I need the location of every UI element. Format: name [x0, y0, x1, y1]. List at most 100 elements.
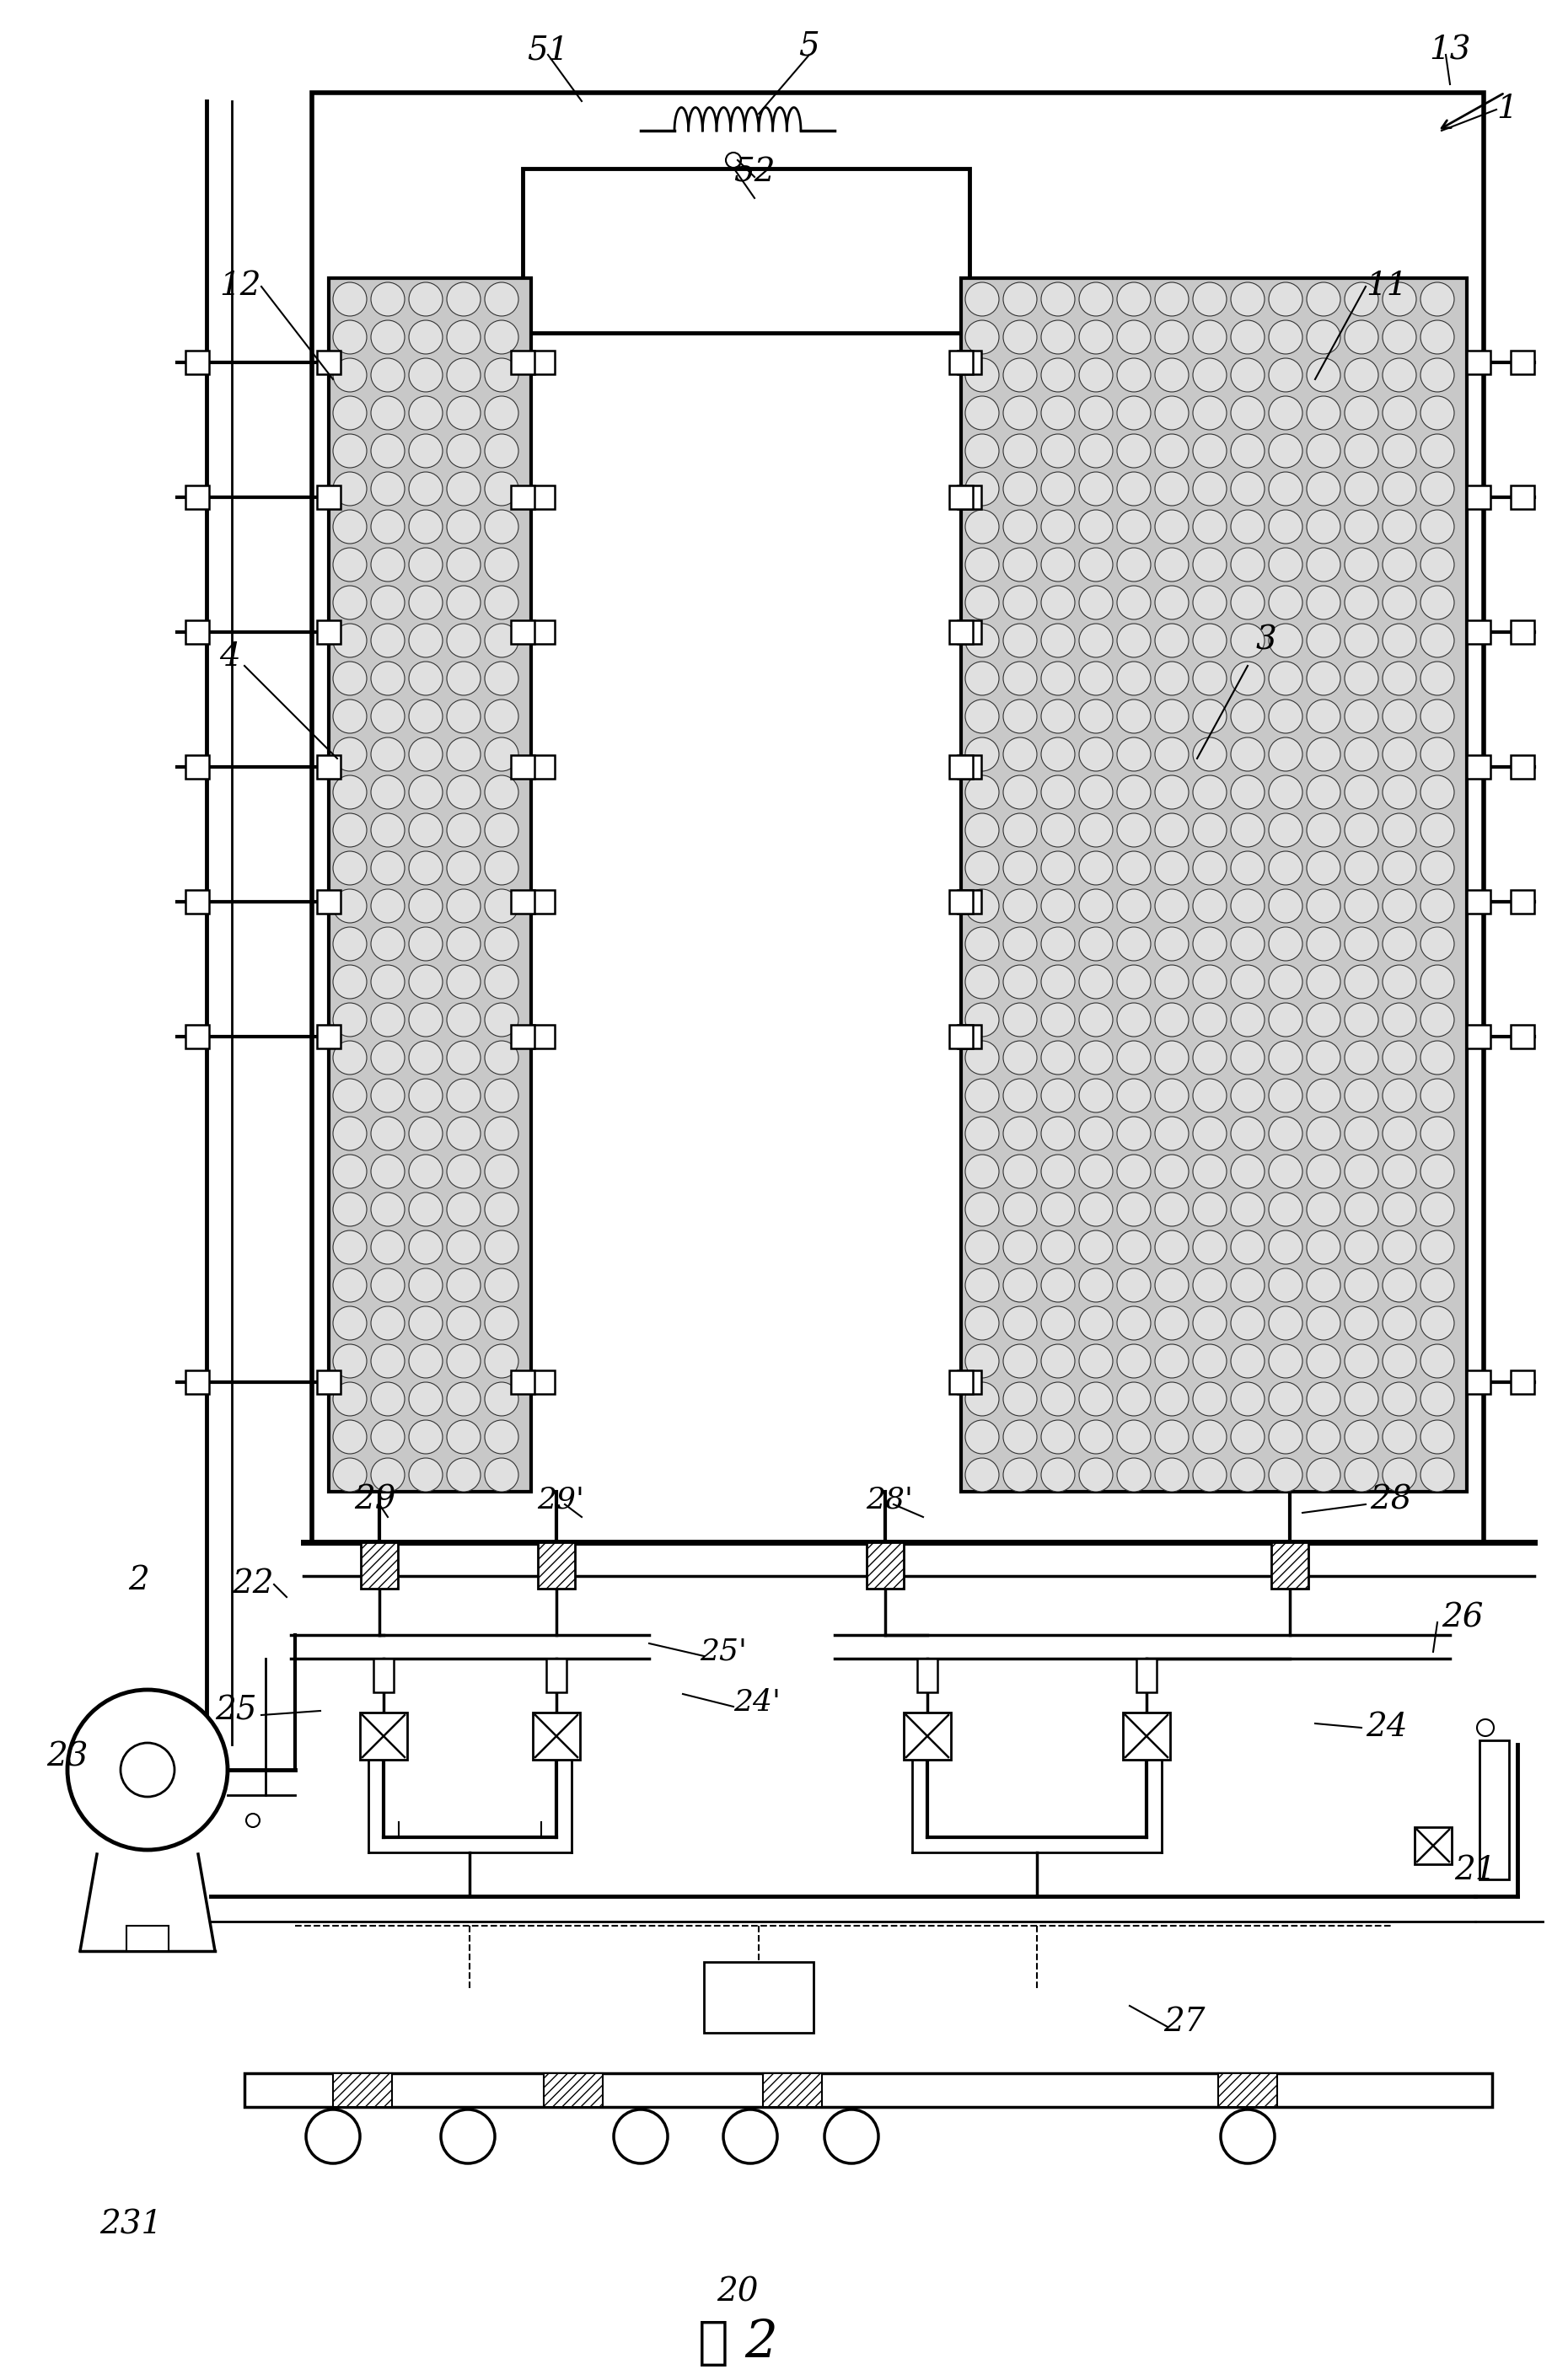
- Circle shape: [1420, 1345, 1454, 1378]
- Circle shape: [1383, 1421, 1417, 1454]
- Circle shape: [1155, 776, 1189, 809]
- Bar: [903, 1714, 951, 1759]
- Circle shape: [1344, 1459, 1378, 1492]
- Circle shape: [1231, 1002, 1265, 1038]
- Circle shape: [334, 283, 366, 317]
- Circle shape: [1307, 1040, 1341, 1073]
- Circle shape: [447, 1269, 481, 1302]
- Circle shape: [334, 1345, 366, 1378]
- Circle shape: [1155, 814, 1189, 847]
- Circle shape: [1003, 357, 1037, 393]
- Circle shape: [965, 321, 999, 355]
- Circle shape: [371, 433, 405, 469]
- Circle shape: [484, 321, 518, 355]
- Circle shape: [1307, 662, 1341, 695]
- Circle shape: [1344, 1307, 1378, 1340]
- Bar: [1467, 890, 1490, 914]
- Bar: [543, 2073, 602, 2106]
- Circle shape: [965, 624, 999, 657]
- Circle shape: [371, 738, 405, 771]
- Circle shape: [1155, 1040, 1189, 1073]
- Circle shape: [371, 471, 405, 505]
- Circle shape: [1383, 814, 1417, 847]
- Circle shape: [334, 738, 366, 771]
- Circle shape: [484, 852, 518, 885]
- Circle shape: [1383, 1459, 1417, 1492]
- Circle shape: [965, 509, 999, 543]
- Circle shape: [1193, 814, 1226, 847]
- Circle shape: [1193, 964, 1226, 1000]
- Circle shape: [1003, 433, 1037, 469]
- Circle shape: [334, 624, 366, 657]
- Circle shape: [1117, 1459, 1150, 1492]
- Circle shape: [484, 547, 518, 581]
- Circle shape: [1079, 321, 1113, 355]
- Circle shape: [1155, 1459, 1189, 1492]
- Bar: [186, 754, 210, 778]
- Bar: [360, 1714, 407, 1759]
- Circle shape: [1383, 624, 1417, 657]
- Circle shape: [1344, 1116, 1378, 1150]
- Circle shape: [1155, 1116, 1189, 1150]
- Circle shape: [1117, 1230, 1150, 1264]
- Circle shape: [1041, 928, 1076, 962]
- Circle shape: [371, 814, 405, 847]
- Circle shape: [1268, 1269, 1302, 1302]
- Circle shape: [1231, 852, 1265, 885]
- Circle shape: [1117, 928, 1150, 962]
- Circle shape: [1193, 852, 1226, 885]
- Circle shape: [447, 509, 481, 543]
- Circle shape: [1268, 1116, 1302, 1150]
- Circle shape: [1193, 1269, 1226, 1302]
- Circle shape: [1041, 395, 1076, 431]
- Circle shape: [1268, 1345, 1302, 1378]
- Circle shape: [484, 433, 518, 469]
- Circle shape: [1420, 1383, 1454, 1416]
- Circle shape: [484, 283, 518, 317]
- Circle shape: [1193, 509, 1226, 543]
- Circle shape: [371, 357, 405, 393]
- Circle shape: [1383, 776, 1417, 809]
- Circle shape: [1420, 1192, 1454, 1226]
- Circle shape: [1003, 890, 1037, 923]
- Circle shape: [447, 928, 481, 962]
- Circle shape: [1383, 1269, 1417, 1302]
- Text: 28': 28': [866, 1485, 913, 1514]
- Circle shape: [1117, 433, 1150, 469]
- Text: 20: 20: [717, 2278, 759, 2309]
- Circle shape: [334, 1078, 366, 1111]
- Circle shape: [965, 471, 999, 505]
- Circle shape: [1193, 1192, 1226, 1226]
- Circle shape: [726, 152, 740, 167]
- Circle shape: [1117, 1154, 1150, 1188]
- Circle shape: [965, 890, 999, 923]
- Circle shape: [121, 1742, 174, 1797]
- Circle shape: [1268, 624, 1302, 657]
- Circle shape: [1155, 357, 1189, 393]
- Bar: [1510, 1371, 1535, 1395]
- Circle shape: [1117, 852, 1150, 885]
- Circle shape: [1041, 433, 1076, 469]
- Circle shape: [447, 395, 481, 431]
- Circle shape: [1420, 1307, 1454, 1340]
- Circle shape: [1420, 1269, 1454, 1302]
- Circle shape: [1307, 357, 1341, 393]
- Circle shape: [447, 1078, 481, 1111]
- Circle shape: [1383, 852, 1417, 885]
- Circle shape: [1383, 1116, 1417, 1150]
- Circle shape: [1193, 1383, 1226, 1416]
- Circle shape: [1079, 395, 1113, 431]
- Circle shape: [1193, 624, 1226, 657]
- Bar: [317, 754, 340, 778]
- Circle shape: [371, 1192, 405, 1226]
- Text: 51: 51: [528, 36, 570, 67]
- Circle shape: [334, 585, 366, 619]
- Circle shape: [1003, 1269, 1037, 1302]
- Circle shape: [1268, 1230, 1302, 1264]
- Circle shape: [965, 852, 999, 885]
- Text: 27: 27: [1164, 2006, 1204, 2037]
- Circle shape: [371, 624, 405, 657]
- Circle shape: [371, 1345, 405, 1378]
- Circle shape: [1003, 1230, 1037, 1264]
- Circle shape: [334, 700, 366, 733]
